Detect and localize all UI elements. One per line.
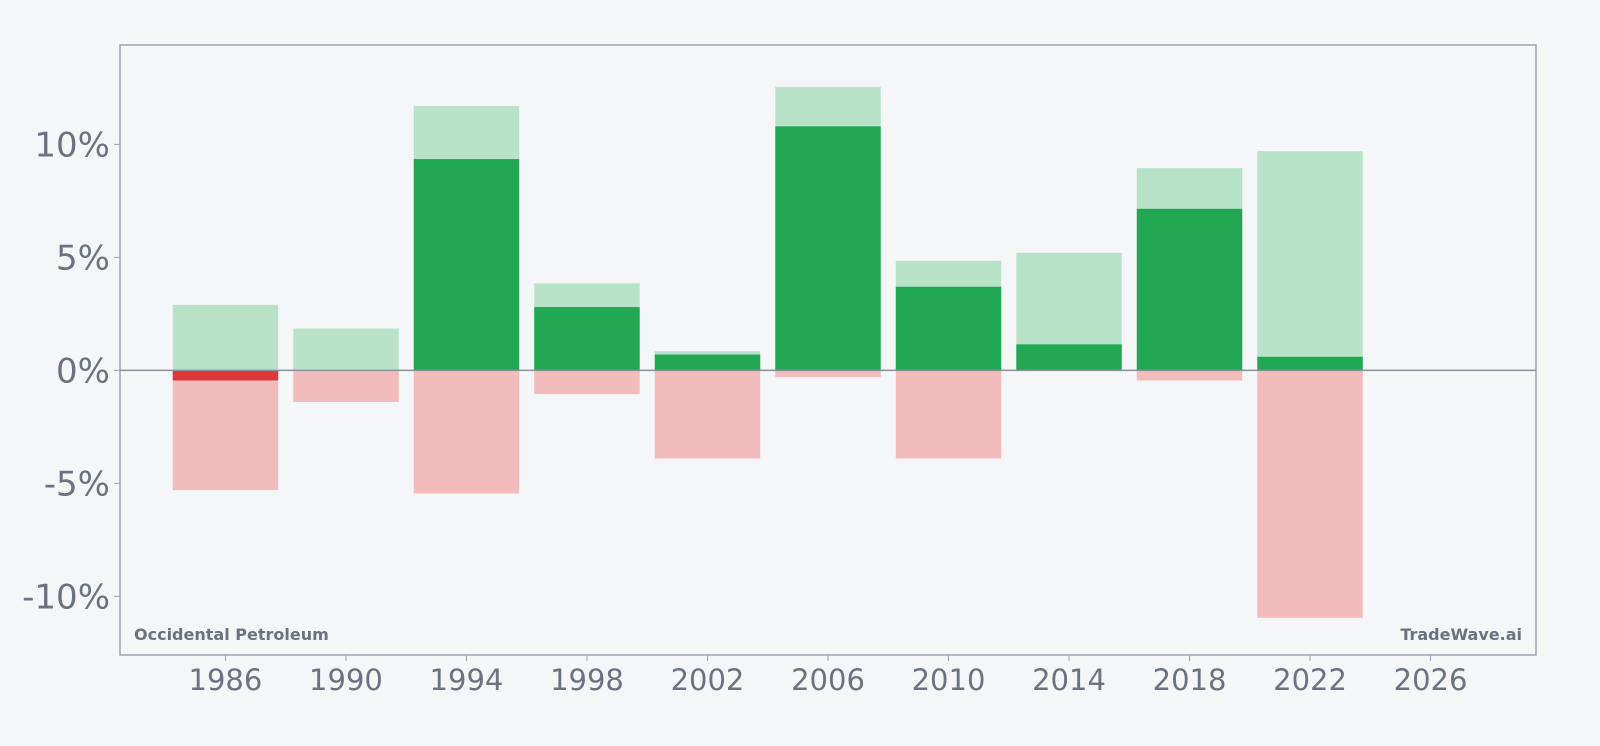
y-tick-label: -10%	[22, 577, 110, 617]
range-low-bar-2002	[654, 370, 761, 459]
y-tick-label: 5%	[56, 238, 110, 278]
value-bar-2014	[1016, 344, 1122, 371]
bar-group-2022	[1257, 151, 1363, 618]
x-tick-label: 1998	[550, 663, 624, 697]
brand-label: TradeWave.ai	[1400, 625, 1522, 644]
x-tick-label: 1990	[309, 663, 383, 697]
x-tick-label: 2006	[791, 663, 865, 697]
range-low-bar-2006	[775, 370, 881, 378]
y-tick-label: 0%	[56, 351, 110, 391]
range-low-bar-2010	[895, 370, 1002, 459]
x-tick-label: 2018	[1153, 663, 1227, 697]
value-bar-1994	[413, 159, 520, 371]
value-bar-1998	[534, 307, 640, 371]
x-tick-label: 1986	[189, 663, 263, 697]
range-high-bar-2022	[1257, 151, 1363, 371]
range-low-bar-1994	[413, 370, 520, 494]
x-tick-label: 2022	[1273, 663, 1347, 697]
x-tick-label: 2026	[1394, 663, 1468, 697]
value-bar-2018	[1136, 208, 1243, 371]
company-label: Occidental Petroleum	[134, 625, 329, 644]
x-axis: 1986 1990 1994 1998 2002 2006 2010 2014 2018 2022…	[189, 655, 1468, 697]
bar-group-2006	[775, 86, 881, 378]
x-tick-label: 2002	[671, 663, 745, 697]
range-low-bar-1986	[172, 370, 279, 491]
bar-group-2018	[1136, 168, 1243, 381]
y-tick-label: -5%	[44, 464, 110, 504]
bar-group-2010	[895, 260, 1002, 459]
x-tick-label: 2014	[1032, 663, 1106, 697]
bar-group-2014	[1016, 252, 1122, 371]
bar-group-1994	[413, 106, 520, 494]
value-bar-2002	[654, 354, 761, 371]
range-low-bar-1990	[293, 370, 399, 402]
range-high-bar-1990	[293, 328, 399, 371]
range-low-bar-2018	[1136, 370, 1243, 381]
x-tick-label: 2010	[912, 663, 986, 697]
value-bar-2006	[775, 126, 881, 371]
bar-group-1990	[293, 328, 399, 402]
value-bar-2022	[1257, 356, 1363, 371]
range-high-bar-1986	[172, 304, 279, 371]
bars-layer	[172, 86, 1363, 618]
bar-group-1998	[534, 283, 640, 395]
y-axis: -10% -5% 0% 5% 10%	[22, 125, 120, 617]
y-tick-label: 10%	[34, 125, 110, 165]
value-bar-1986	[172, 370, 279, 381]
x-tick-label: 1994	[430, 663, 504, 697]
range-low-bar-2022	[1257, 370, 1363, 618]
bar-group-1986	[172, 304, 279, 491]
range-low-bar-1998	[534, 370, 640, 395]
bar-group-2002	[654, 351, 761, 459]
value-bar-2010	[895, 286, 1002, 371]
